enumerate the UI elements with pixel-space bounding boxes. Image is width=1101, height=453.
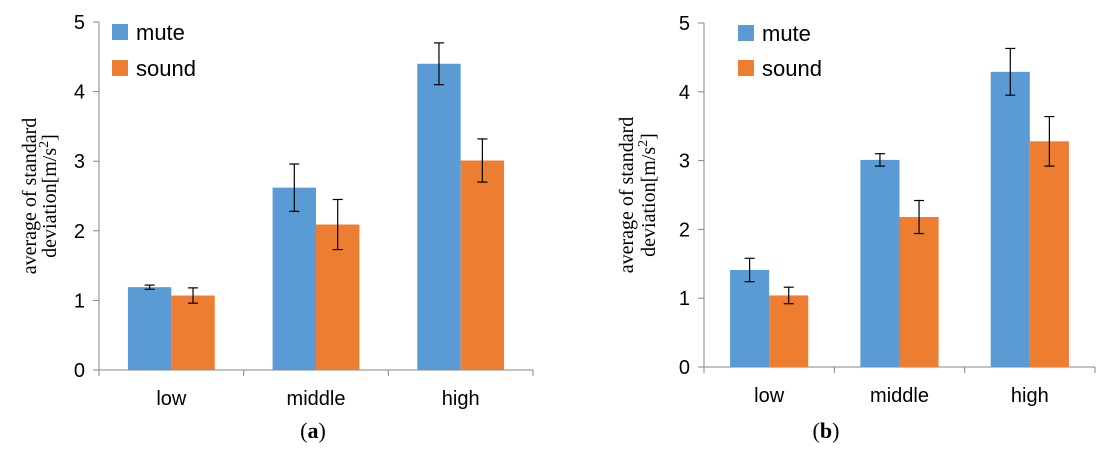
legend-swatch-mute <box>112 24 128 40</box>
y-tick-label: 2 <box>74 221 85 243</box>
bar-mute-high <box>990 71 1030 368</box>
bar-sound-high <box>1029 141 1069 367</box>
y-axis-label-unit: deviation[m/s <box>39 148 61 258</box>
y-tick-label: 1 <box>74 290 85 312</box>
legend-label-sound: sound <box>762 56 822 81</box>
caption-open: ( <box>813 418 820 443</box>
panel-caption: (b) <box>813 418 840 443</box>
bar-mute-high <box>417 63 461 370</box>
y-axis-label-line1: average of standard <box>616 117 638 274</box>
y-tick-label: 2 <box>679 219 690 241</box>
caption-letter: b <box>820 418 832 443</box>
y-axis-label-line2: deviation[m/s2] <box>37 134 61 258</box>
y-tick-label: 5 <box>679 13 690 35</box>
legend-label-sound: sound <box>136 56 196 81</box>
legend-label-mute: mute <box>762 21 811 46</box>
y-tick-label: 4 <box>74 82 85 104</box>
x-tick-label: low <box>754 385 785 407</box>
bar-sound-low <box>769 295 809 367</box>
y-tick-label: 3 <box>74 151 85 173</box>
x-tick-label: high <box>1011 385 1049 407</box>
y-tick-label: 4 <box>679 82 690 104</box>
x-tick-label: low <box>156 388 187 410</box>
bar-mute-low <box>127 287 172 370</box>
y-tick-label: 1 <box>679 288 690 310</box>
y-axis-label-line2: deviation[m/s2] <box>636 133 660 257</box>
caption-open: ( <box>300 418 307 443</box>
bar-sound-low <box>171 295 215 370</box>
y-tick-label: 5 <box>74 12 85 34</box>
caption-letter: a <box>308 418 319 443</box>
chart-panel-a: 0 1 2 3 4 5 low middle high mute sound average of s… <box>19 12 534 443</box>
bar-sound-middle <box>899 217 939 367</box>
bar-mute-low <box>730 269 770 367</box>
legend-label-mute: mute <box>136 20 185 45</box>
caption-close: ) <box>832 418 839 443</box>
y-axis-label-line1: average of standard <box>19 118 41 275</box>
chart-panel-b: 0 1 2 3 4 5 low middle high mute sound average of s… <box>616 13 1096 443</box>
x-tick-label: middle <box>870 385 929 407</box>
legend-swatch-sound <box>112 60 128 76</box>
bar-mute-middle <box>860 159 900 367</box>
x-tick-label: middle <box>287 388 346 410</box>
y-axis-label-close: ] <box>638 133 660 140</box>
panel-caption: (a) <box>300 418 326 443</box>
bar-sound-high <box>460 160 505 370</box>
y-tick-label: 3 <box>679 151 690 173</box>
legend-swatch-mute <box>738 25 754 41</box>
x-tick-label: high <box>442 388 480 410</box>
bar-mute-middle <box>272 187 316 370</box>
y-axis-label-superscript: 2 <box>636 140 651 147</box>
caption-close: ) <box>319 418 326 443</box>
legend-swatch-sound <box>738 60 754 76</box>
y-axis-label-close: ] <box>39 134 61 141</box>
y-tick-label: 0 <box>74 360 85 382</box>
y-axis-label-unit: deviation[m/s <box>638 147 660 257</box>
y-tick-label: 0 <box>679 357 690 379</box>
y-axis-label-superscript: 2 <box>37 141 52 148</box>
